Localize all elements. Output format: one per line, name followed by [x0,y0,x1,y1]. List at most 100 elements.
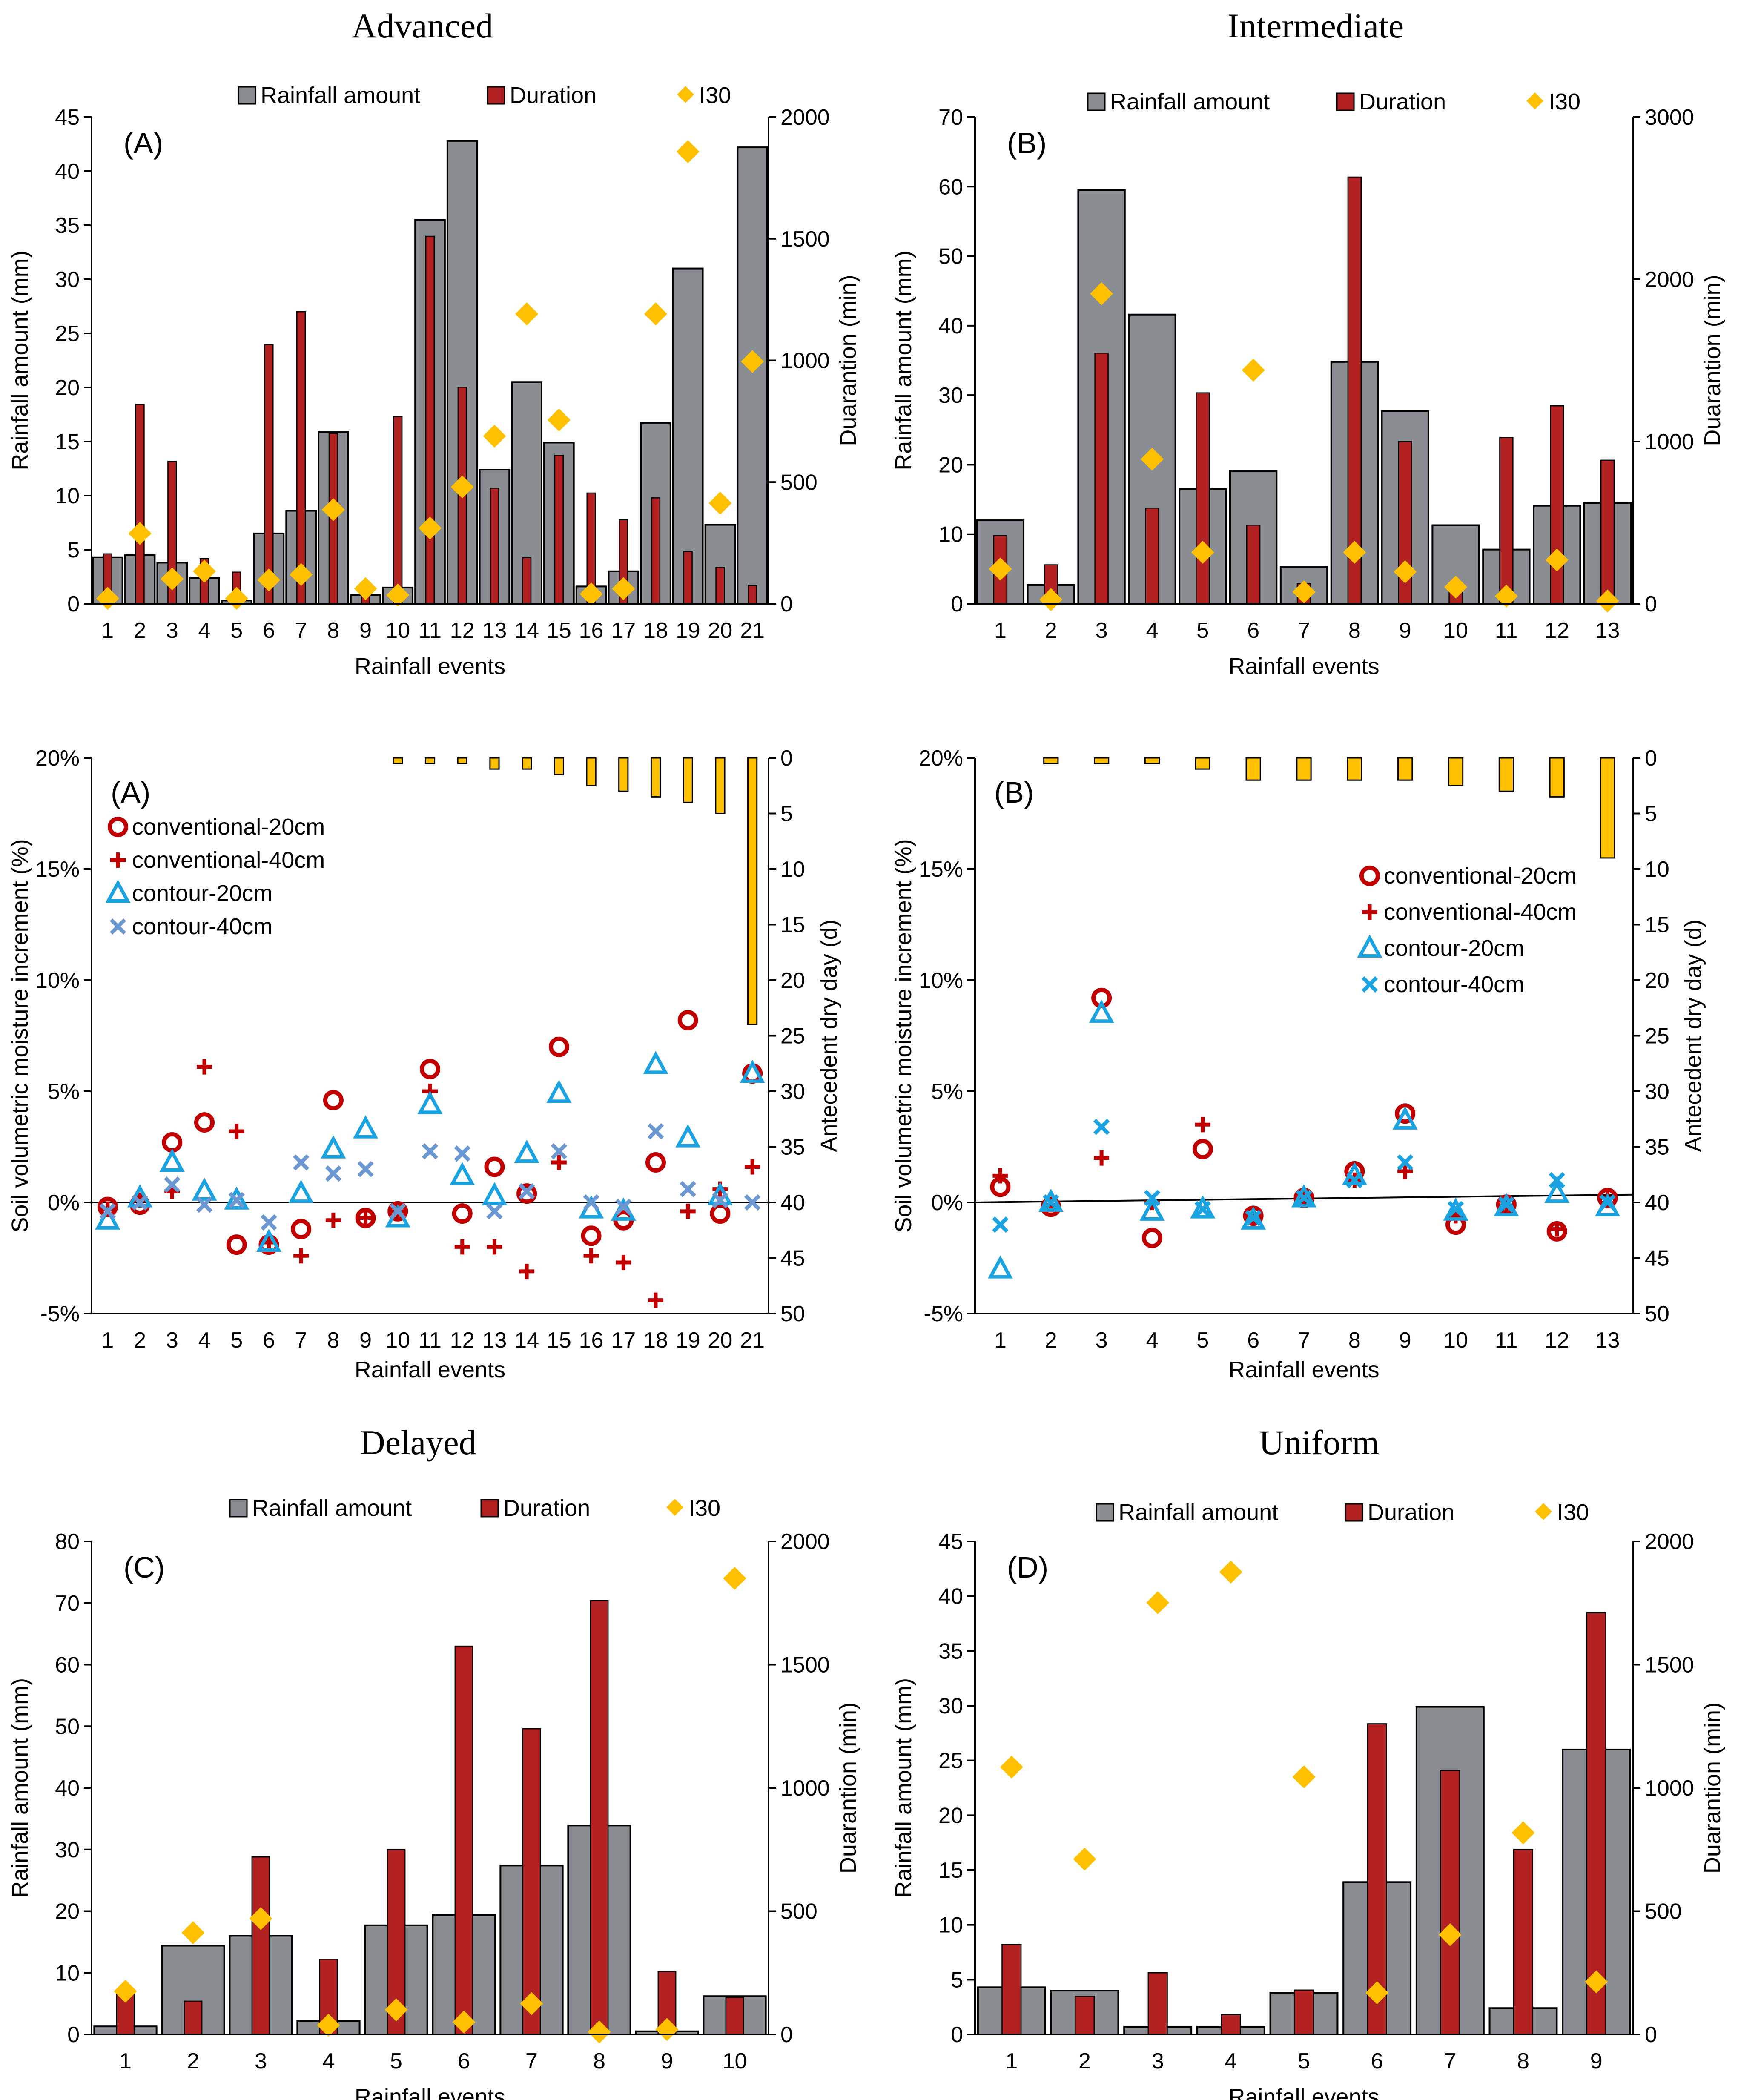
y2-tick-label: 40 [1645,1191,1669,1215]
panel-C-rain: 1 2 3 4 5 6 7 8 9 10 Rainfall events 0 10 20 30 40 50 60 7… [7,1495,861,2100]
point-contour-40cm [1599,1194,1616,1211]
y-tick-label: 0 [951,592,963,617]
i30-marker [1191,541,1214,564]
x-tick-label: 1 [101,1328,114,1353]
i30-marker [1146,1591,1170,1615]
x-tick-label: 13 [482,1328,507,1353]
x-tick-label: 4 [322,2049,335,2074]
panel-label: (B) [994,776,1034,809]
point-contour-40cm [1043,1194,1059,1211]
y-tick-label: 0 [67,592,80,617]
point-contour-40cm [390,1203,406,1220]
duration-bar [1600,459,1615,605]
x-tick-label: 1 [119,2049,132,2074]
point-conventional-20cm [1395,1103,1416,1124]
i30-marker [354,577,377,600]
x-tick-label: 18 [643,1328,668,1353]
x-tick-label: 1 [101,618,114,643]
i30-marker [181,1921,205,1945]
y2-tick-label: 1000 [780,349,830,373]
x-tick-label: 10 [1443,1328,1468,1353]
y-tick-label: 45 [938,1529,963,1554]
point-conventional-20cm [645,1152,666,1173]
duration-bar [1347,176,1362,605]
i30-marker [1438,1923,1462,1946]
x-tick-label: 10 [723,2049,747,2074]
y-tick-label: 0% [48,1191,80,1215]
section-title-intermediate: Intermediate [1227,6,1404,45]
y2-tick-label: 20 [780,968,805,993]
y-tick-label: 10% [919,968,963,993]
legend-label-rainfall: Rainfall amount [1110,89,1270,115]
legend-label-conventional-20cm: conventional-20cm [1384,863,1577,889]
point-conventional-20cm [548,1036,569,1057]
y2-tick-label: 2000 [780,1529,830,1554]
y-tick-label: 15% [35,857,80,882]
point-contour-20cm [1089,999,1114,1023]
legend-swatch-duration [480,1499,499,1518]
duration-bar [651,497,661,605]
y2-tick-label: 5 [780,802,793,826]
point-contour-20cm [987,1255,1013,1279]
y-axis-title: Rainfall amount (mm) [891,1678,916,1898]
duration-bar [1147,1972,1168,2035]
y2-tick-label: 2000 [1645,1529,1694,1554]
i30-marker [193,559,216,583]
point-contour-20cm [1443,1197,1468,1221]
duration-bar [522,557,532,605]
y2-tick-label: 1000 [780,1776,830,1801]
i30-marker [1000,1756,1023,1779]
x-tick-label: 20 [708,618,733,643]
antecedent-dry-day-bar [554,757,564,775]
legend-swatch-duration [487,86,505,105]
y-tick-label: 20 [938,1803,963,1828]
duration-bar [296,311,306,605]
i30-marker [612,577,635,600]
antecedent-dry-day-bar [1144,757,1160,764]
i30-marker [1545,548,1569,572]
y-tick-label: 15 [55,430,80,454]
legend-marker-contour-20cm [1357,934,1382,958]
panel-label: (A) [123,126,163,160]
x-tick-label: 10 [385,1328,410,1353]
x-tick-label: 19 [676,1328,700,1353]
y-tick-label: 20 [55,376,80,400]
y2-tick-label: 0 [1645,2023,1657,2047]
antecedent-dry-day-bar [489,757,500,770]
legend-label-rainfall: Rainfall amount [252,1495,412,1521]
y2-tick-label: 5 [1645,802,1657,826]
i30-marker [483,425,506,448]
point-contour-40cm [518,1183,535,1200]
point-contour-20cm [1544,1179,1570,1203]
y2-tick-label: 0 [780,592,793,617]
point-contour-20cm [1241,1206,1266,1230]
antecedent-dry-day-bar [586,757,597,786]
antecedent-dry-day-bar [1195,757,1210,770]
y2-tick-label: 0 [1645,592,1657,617]
antecedent-dry-day-bar [393,757,403,764]
x-tick-label: 4 [198,1328,211,1353]
x-axis-title: Rainfall events [1228,1357,1379,1383]
i30-marker [161,567,184,591]
point-contour-20cm [546,1079,572,1103]
x-tick-label: 7 [1298,1328,1310,1353]
legend-marker-contour-20cm [105,879,131,903]
y2-tick-label: 3000 [1645,105,1694,130]
x-tick-label: 7 [525,2049,538,2074]
x-tick-label: 14 [514,618,539,643]
y-tick-label: 80 [55,1529,80,1554]
point-contour-40cm [1397,1154,1414,1171]
x-tick-label: 9 [661,2049,673,2074]
x-axis-title: Rainfall events [1228,654,1379,679]
legend-swatch-rainfall [1096,1503,1114,1522]
i30-marker [588,2020,611,2044]
legend-label-duration: Duration [503,1495,590,1521]
i30-marker [225,587,248,610]
duration-bar [454,1645,473,2035]
duration-bar [1586,1612,1606,2035]
y-tick-label: 30 [938,1694,963,1718]
point-contour-40cm [712,1192,728,1208]
x-tick-label: 9 [1399,1328,1411,1353]
x-tick-label: 4 [1146,618,1159,643]
